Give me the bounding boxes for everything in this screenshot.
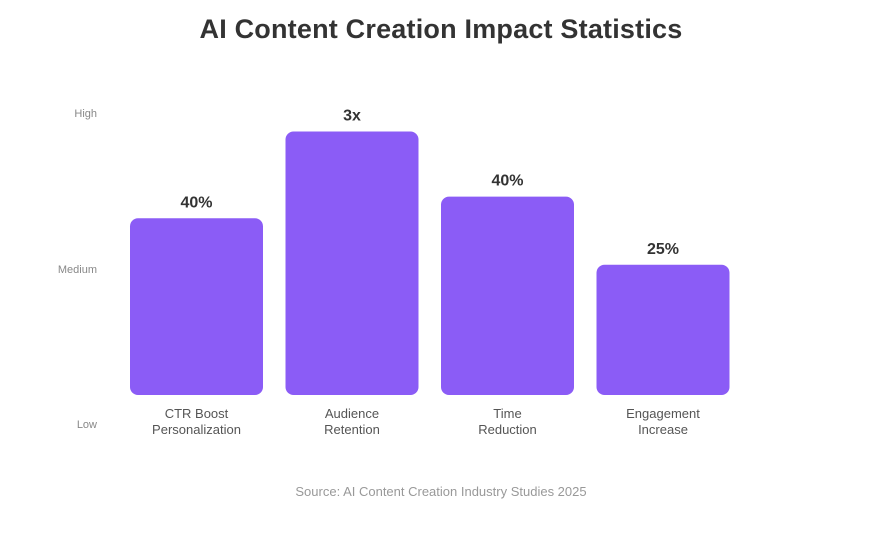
bar-2 [441, 196, 574, 395]
category-label-2-line-1: Reduction [478, 422, 537, 437]
bar-value-label-2: 40% [491, 173, 523, 190]
category-label-0-line-1: Personalization [152, 422, 241, 437]
chart-title: AI Content Creation Impact Statistics [199, 14, 683, 44]
y-tick-medium: Medium [57, 264, 97, 276]
bar-value-label-1: 3x [343, 108, 361, 125]
source-note: Source: AI Content Creation Industry Stu… [295, 484, 587, 499]
category-label-3-line-0: Engagement [626, 406, 700, 421]
bar-value-label-0: 40% [180, 194, 212, 211]
bar-1 [285, 131, 419, 395]
category-label-3-line-1: Increase [638, 422, 688, 437]
bar-3 [596, 264, 730, 395]
bar-0 [130, 218, 263, 395]
y-tick-high: High [74, 108, 97, 120]
category-label-1-line-1: Retention [324, 422, 380, 437]
y-tick-low: Low [76, 419, 97, 431]
category-label-2-line-0: Time [493, 406, 521, 421]
bar-value-label-3: 25% [647, 241, 679, 258]
category-label-0-line-0: CTR Boost [165, 406, 229, 421]
category-label-1-line-0: Audience [325, 406, 379, 421]
